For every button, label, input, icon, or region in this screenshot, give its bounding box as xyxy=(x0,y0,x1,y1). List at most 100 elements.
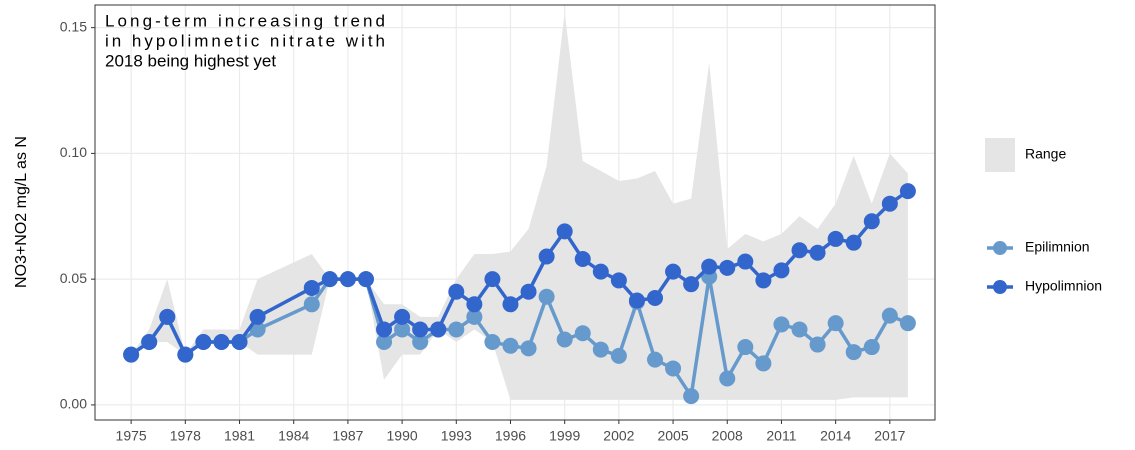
series-point xyxy=(394,308,411,325)
series-point xyxy=(357,271,374,288)
series-point xyxy=(520,340,537,357)
series-point xyxy=(809,336,826,353)
x-tick-label: 1981 xyxy=(224,428,255,444)
x-tick-label: 1984 xyxy=(278,428,309,444)
y-tick-label: 0.00 xyxy=(60,396,87,412)
series-point xyxy=(376,334,393,351)
series-point xyxy=(123,346,140,363)
series-point xyxy=(556,331,573,348)
series-point xyxy=(412,334,429,351)
series-point xyxy=(719,259,736,276)
x-tick-label: 1999 xyxy=(549,428,580,444)
series-point xyxy=(647,351,663,368)
y-tick-label: 0.05 xyxy=(60,270,87,286)
annotation: Long-term increasing trend xyxy=(105,11,385,30)
series-point xyxy=(430,321,447,338)
series-point xyxy=(484,271,501,288)
series-point xyxy=(159,308,176,325)
x-tick-label: 1996 xyxy=(495,428,526,444)
series-point xyxy=(899,183,916,200)
series-point xyxy=(376,321,393,338)
x-tick-label: 2017 xyxy=(874,428,905,444)
series-point xyxy=(502,296,519,313)
series-point xyxy=(791,321,808,338)
series-point xyxy=(448,283,465,300)
series-point xyxy=(881,195,898,212)
series-point xyxy=(339,271,356,288)
series-point xyxy=(755,272,772,289)
x-tick-label: 2005 xyxy=(657,428,688,444)
series-point xyxy=(701,258,718,275)
series-point xyxy=(845,234,862,251)
series-point xyxy=(520,283,537,300)
series-point xyxy=(773,316,790,333)
series-point xyxy=(737,339,754,356)
series-point xyxy=(195,334,212,351)
series-point xyxy=(665,263,682,280)
legend-label: Hypolimnion xyxy=(1025,278,1102,294)
x-tick-label: 1993 xyxy=(441,428,472,444)
series-point xyxy=(303,279,320,296)
series-point xyxy=(610,272,627,289)
series-point xyxy=(610,347,627,364)
series-point xyxy=(899,315,916,332)
x-tick-label: 1990 xyxy=(387,428,418,444)
series-point xyxy=(249,308,266,325)
series-point xyxy=(845,344,862,361)
y-axis-title: NO3+NO2 mg/L as N xyxy=(13,136,30,288)
series-point xyxy=(683,388,700,405)
series-point xyxy=(177,346,194,363)
series-point xyxy=(466,296,483,313)
series-point xyxy=(466,308,483,325)
legend-point xyxy=(993,280,1007,294)
series-point xyxy=(755,355,772,372)
series-point xyxy=(881,307,898,324)
series-point xyxy=(574,251,591,268)
series-point xyxy=(665,360,682,377)
series-point xyxy=(448,321,465,338)
x-tick-label: 2008 xyxy=(712,428,743,444)
series-point xyxy=(719,370,736,387)
series-point xyxy=(647,290,663,307)
legend-swatch xyxy=(985,138,1015,172)
series-point xyxy=(231,334,248,351)
series-point xyxy=(628,292,645,309)
series-point xyxy=(538,288,555,305)
series-point xyxy=(249,321,266,338)
annotation: 2018 being highest yet xyxy=(105,51,276,70)
x-tick-label: 2014 xyxy=(820,428,851,444)
panel-border xyxy=(94,4,936,421)
legend-label: Epilimnion xyxy=(1025,239,1090,255)
series-point xyxy=(791,242,808,259)
series-point xyxy=(394,321,411,338)
x-tick-label: 1987 xyxy=(332,428,363,444)
y-tick-label: 0.15 xyxy=(60,18,87,34)
legend-label: Range xyxy=(1025,146,1066,162)
series-point xyxy=(412,321,429,338)
series-point xyxy=(737,253,754,270)
series-point xyxy=(827,315,844,332)
series-point xyxy=(141,334,158,351)
series-point xyxy=(213,334,230,351)
series-point xyxy=(502,337,519,354)
series-point xyxy=(809,244,826,261)
series-point xyxy=(592,341,609,358)
x-tick-label: 1978 xyxy=(170,428,201,444)
plot-area xyxy=(123,12,916,405)
series-point xyxy=(484,334,501,351)
legend: Range Epilimnion Hypolimnion xyxy=(985,138,1102,294)
series-point xyxy=(556,223,573,240)
series-point xyxy=(863,213,880,230)
series-point xyxy=(863,339,880,356)
series-point xyxy=(683,276,700,293)
series-point xyxy=(321,271,338,288)
y-tick-label: 0.10 xyxy=(60,144,87,160)
legend-point xyxy=(993,241,1007,255)
series-point xyxy=(538,248,555,265)
x-tick-label: 2011 xyxy=(766,428,796,444)
series-point xyxy=(592,263,609,280)
x-tick-label: 2002 xyxy=(603,428,634,444)
series-point xyxy=(574,325,591,342)
series-point xyxy=(773,262,790,279)
